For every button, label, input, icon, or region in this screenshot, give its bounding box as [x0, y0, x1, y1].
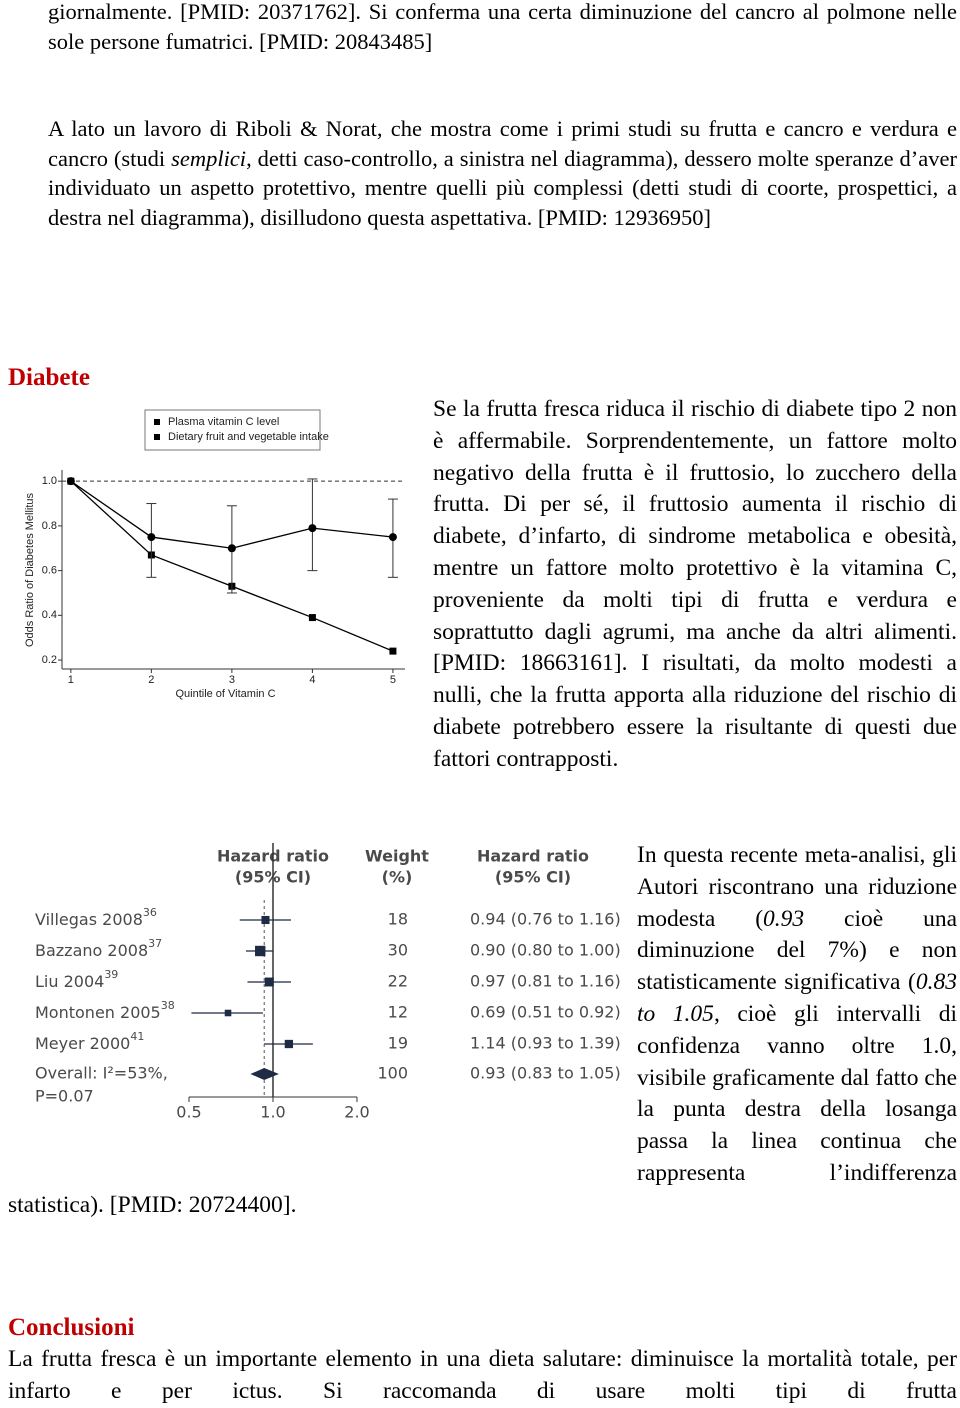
- section-heading: Diabete: [8, 364, 90, 391]
- paragraph: In questa recente meta-analisi, gli Auto…: [8, 840, 957, 1222]
- text: , detti caso-controllo, a sinistra nel d…: [48, 145, 957, 230]
- text: A lato un lavoro di Riboli & Norat, che …: [48, 116, 957, 171]
- paragraph: giornalmente. [PMID: 20371762]. Si confe…: [48, 0, 957, 54]
- text: In questa recente meta-analisi, gli Auto…: [637, 842, 957, 932]
- text: , cioè gli intervalli di confidenza vann…: [8, 1000, 957, 1218]
- paragraph: A lato un lavoro di Riboli & Norat, che …: [48, 114, 957, 232]
- text-italic: 0.93: [763, 905, 805, 932]
- text: Se la frutta fresca riduca il rischio di…: [433, 396, 957, 772]
- text: cioè una diminuzione del 7%) e non stati…: [637, 905, 957, 996]
- section-heading: Conclusioni: [8, 1314, 135, 1341]
- paragraph: Se la frutta fresca riduca il rischio di…: [8, 394, 957, 776]
- text-italic: semplici: [171, 145, 247, 171]
- paragraph: La frutta fresca è un importante element…: [8, 1346, 957, 1404]
- text-italic: 0.83 to 1.05: [637, 969, 957, 1027]
